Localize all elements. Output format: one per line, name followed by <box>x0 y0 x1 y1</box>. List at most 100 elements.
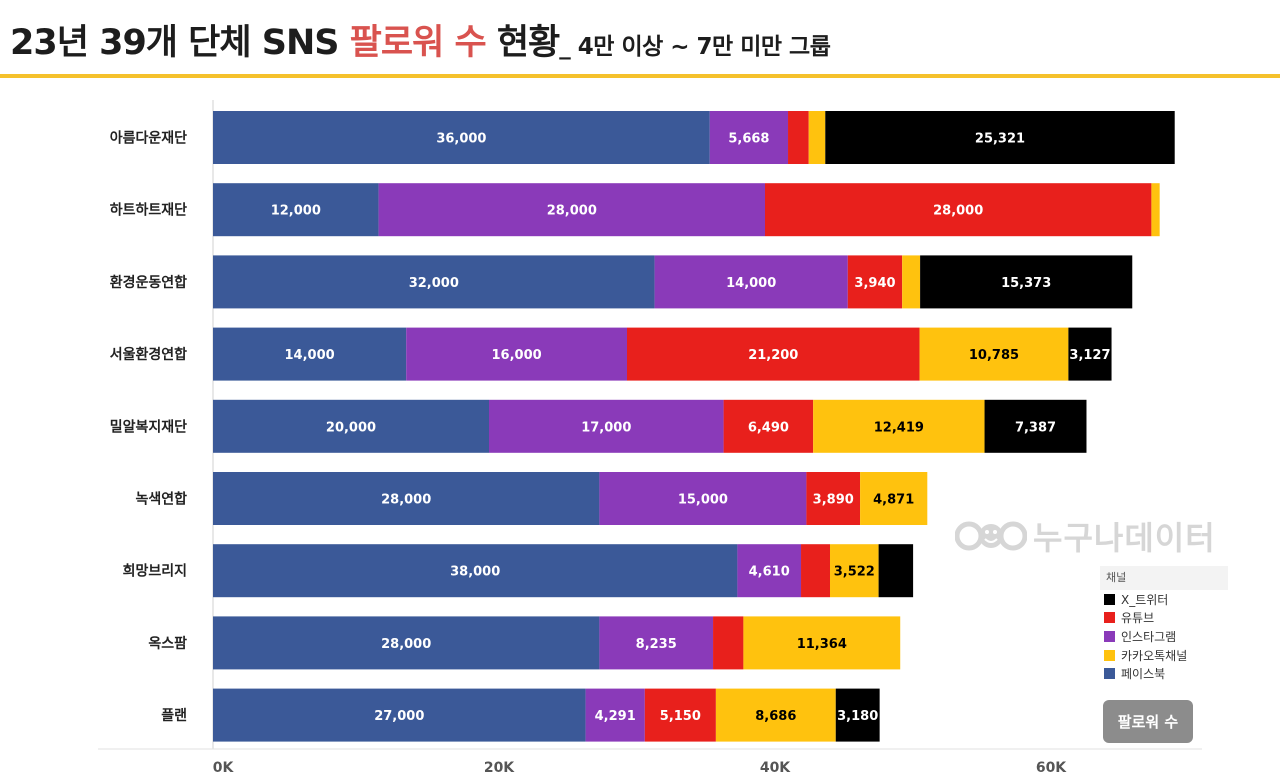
bar-segment <box>813 399 985 453</box>
bar-segment <box>213 399 489 453</box>
bar-segment <box>654 255 848 309</box>
data-label: 28,000 <box>381 637 431 652</box>
data-label: 28,000 <box>381 493 431 508</box>
data-label: 8,235 <box>636 637 677 652</box>
data-label: 36,000 <box>436 132 486 147</box>
legend-label: 인스타그램 <box>1121 629 1177 644</box>
title-highlight: 팔로워 수 <box>349 23 487 63</box>
bar-segment <box>213 544 738 598</box>
bar-segment <box>489 399 724 453</box>
bar-segment <box>743 616 901 670</box>
data-label: 10,785 <box>969 348 1019 363</box>
data-label: 5,668 <box>728 132 769 147</box>
data-label: 28,000 <box>933 204 983 219</box>
title-rest: 현황 <box>485 23 560 63</box>
data-label: 25,321 <box>975 132 1025 147</box>
data-label: 3,127 <box>1069 348 1110 363</box>
category-label: 녹색연합 <box>135 491 187 508</box>
category-label: 환경운동연합 <box>110 274 187 291</box>
category-label: 서울환경연합 <box>110 346 187 363</box>
bar-segment <box>829 544 879 598</box>
bar-segment <box>860 472 928 525</box>
x-tick-label: 20K <box>484 760 515 776</box>
x-tick-label: 0K <box>213 760 235 776</box>
title-subtitle: _ 4만 이상 ~ 7만 미만 그룹 <box>559 34 831 60</box>
bar-segment <box>1151 183 1160 237</box>
bar-segment <box>213 255 655 309</box>
data-label: 12,419 <box>874 420 924 435</box>
title-underline <box>0 74 1280 78</box>
data-label: 6,490 <box>748 420 789 435</box>
bar-segment <box>808 111 826 164</box>
bar-segment <box>835 688 880 742</box>
data-label: 3,522 <box>834 565 875 580</box>
legend-swatch <box>1104 668 1115 680</box>
bar-segment <box>765 183 1152 237</box>
bar-segment <box>902 255 921 309</box>
data-label: 7,387 <box>1015 420 1056 435</box>
legend: 채널 X_트위터 유튜브 인스타그램 카카오톡채널 페이스북 <box>1100 566 1228 683</box>
bar-segment <box>213 111 710 164</box>
data-label: 3,940 <box>854 276 895 291</box>
bar-segment <box>788 111 809 164</box>
legend-item: X_트위터 <box>1100 590 1228 609</box>
category-label: 옥스팜 <box>148 635 187 652</box>
bar-segment <box>406 327 627 381</box>
data-label: 38,000 <box>450 565 500 580</box>
bar-segment <box>919 327 1069 381</box>
bar-segment <box>213 472 600 525</box>
bar-segment <box>878 544 914 598</box>
bar-segment <box>213 688 586 742</box>
data-label: 15,373 <box>1001 276 1051 291</box>
category-label: 희망브리지 <box>123 563 187 580</box>
title-main: 23년 39개 단체 SNS <box>10 23 350 63</box>
data-label: 3,180 <box>837 709 878 724</box>
data-label: 3,890 <box>813 493 854 508</box>
bar-segment <box>599 472 807 525</box>
watermark-text: 누구나데이터 <box>1033 519 1216 557</box>
data-label: 20,000 <box>326 420 376 435</box>
data-label: 4,291 <box>595 709 636 724</box>
bar-segment <box>847 255 903 309</box>
bar-segment <box>213 183 379 237</box>
legend-item: 인스타그램 <box>1100 627 1228 646</box>
legend-label: 페이스북 <box>1121 667 1166 682</box>
legend-swatch <box>1104 612 1115 624</box>
x-tick-label: 40K <box>760 760 791 776</box>
eye-circles-logo-icon <box>955 521 1027 551</box>
legend-swatch <box>1104 649 1115 661</box>
category-label: 아름다운재단 <box>110 130 187 147</box>
legend-label: 카카오톡채널 <box>1121 648 1188 663</box>
follower-count-button[interactable]: 팔로워 수 <box>1103 700 1193 743</box>
page-title: 23년 39개 단체 SNS 팔로워 수 현황_ 4만 이상 ~ 7만 미만 그… <box>10 14 831 66</box>
bar-segment <box>378 183 765 237</box>
bar-segment <box>644 688 716 742</box>
bar-segment <box>825 111 1175 164</box>
bar-segment <box>713 616 744 670</box>
legend-label: 유튜브 <box>1121 611 1155 626</box>
data-label: 14,000 <box>285 348 335 363</box>
data-label: 17,000 <box>581 420 631 435</box>
watermark: 누구나데이터 <box>955 514 1216 558</box>
legend-item: 카카오톡채널 <box>1100 646 1228 665</box>
bar-segment <box>806 472 861 525</box>
legend-swatch <box>1104 630 1115 642</box>
data-label: 11,364 <box>797 637 847 652</box>
category-label: 플랜 <box>161 707 187 724</box>
bar-segment <box>585 688 645 742</box>
bar-segment <box>723 399 814 453</box>
category-label: 밀알복지재단 <box>110 418 187 435</box>
bar-segment <box>1068 327 1112 381</box>
bar-segment <box>627 327 920 381</box>
data-label: 32,000 <box>409 276 459 291</box>
x-tick-label: 60K <box>1036 760 1067 776</box>
data-label: 8,686 <box>755 709 796 724</box>
data-label: 28,000 <box>547 204 597 219</box>
category-label: 하트하트재단 <box>110 202 187 219</box>
bar-segment <box>709 111 789 164</box>
bar-segment <box>213 327 407 381</box>
bar-segment <box>920 255 1133 309</box>
data-label: 14,000 <box>726 276 776 291</box>
